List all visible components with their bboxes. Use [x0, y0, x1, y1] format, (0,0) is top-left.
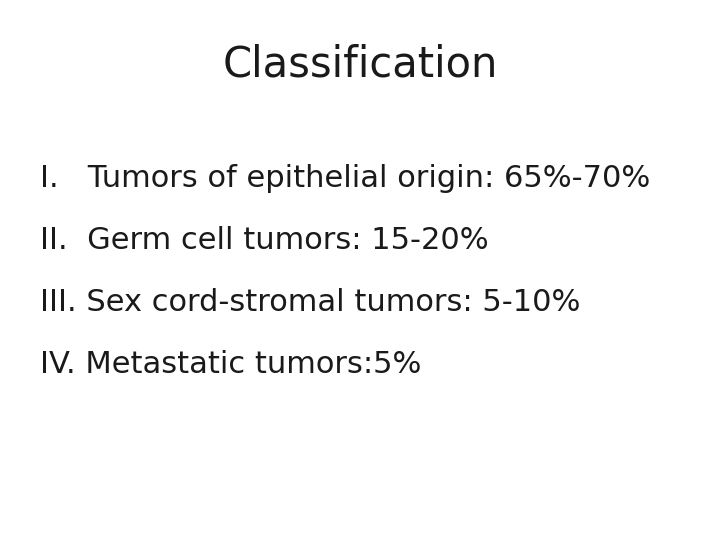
Text: Classification: Classification	[222, 44, 498, 86]
Text: II.  Germ cell tumors: 15-20%: II. Germ cell tumors: 15-20%	[40, 226, 488, 255]
Text: IV. Metastatic tumors:5%: IV. Metastatic tumors:5%	[40, 350, 421, 379]
Text: I.   Tumors of epithelial origin: 65%-70%: I. Tumors of epithelial origin: 65%-70%	[40, 164, 650, 193]
Text: III. Sex cord-stromal tumors: 5-10%: III. Sex cord-stromal tumors: 5-10%	[40, 288, 580, 317]
